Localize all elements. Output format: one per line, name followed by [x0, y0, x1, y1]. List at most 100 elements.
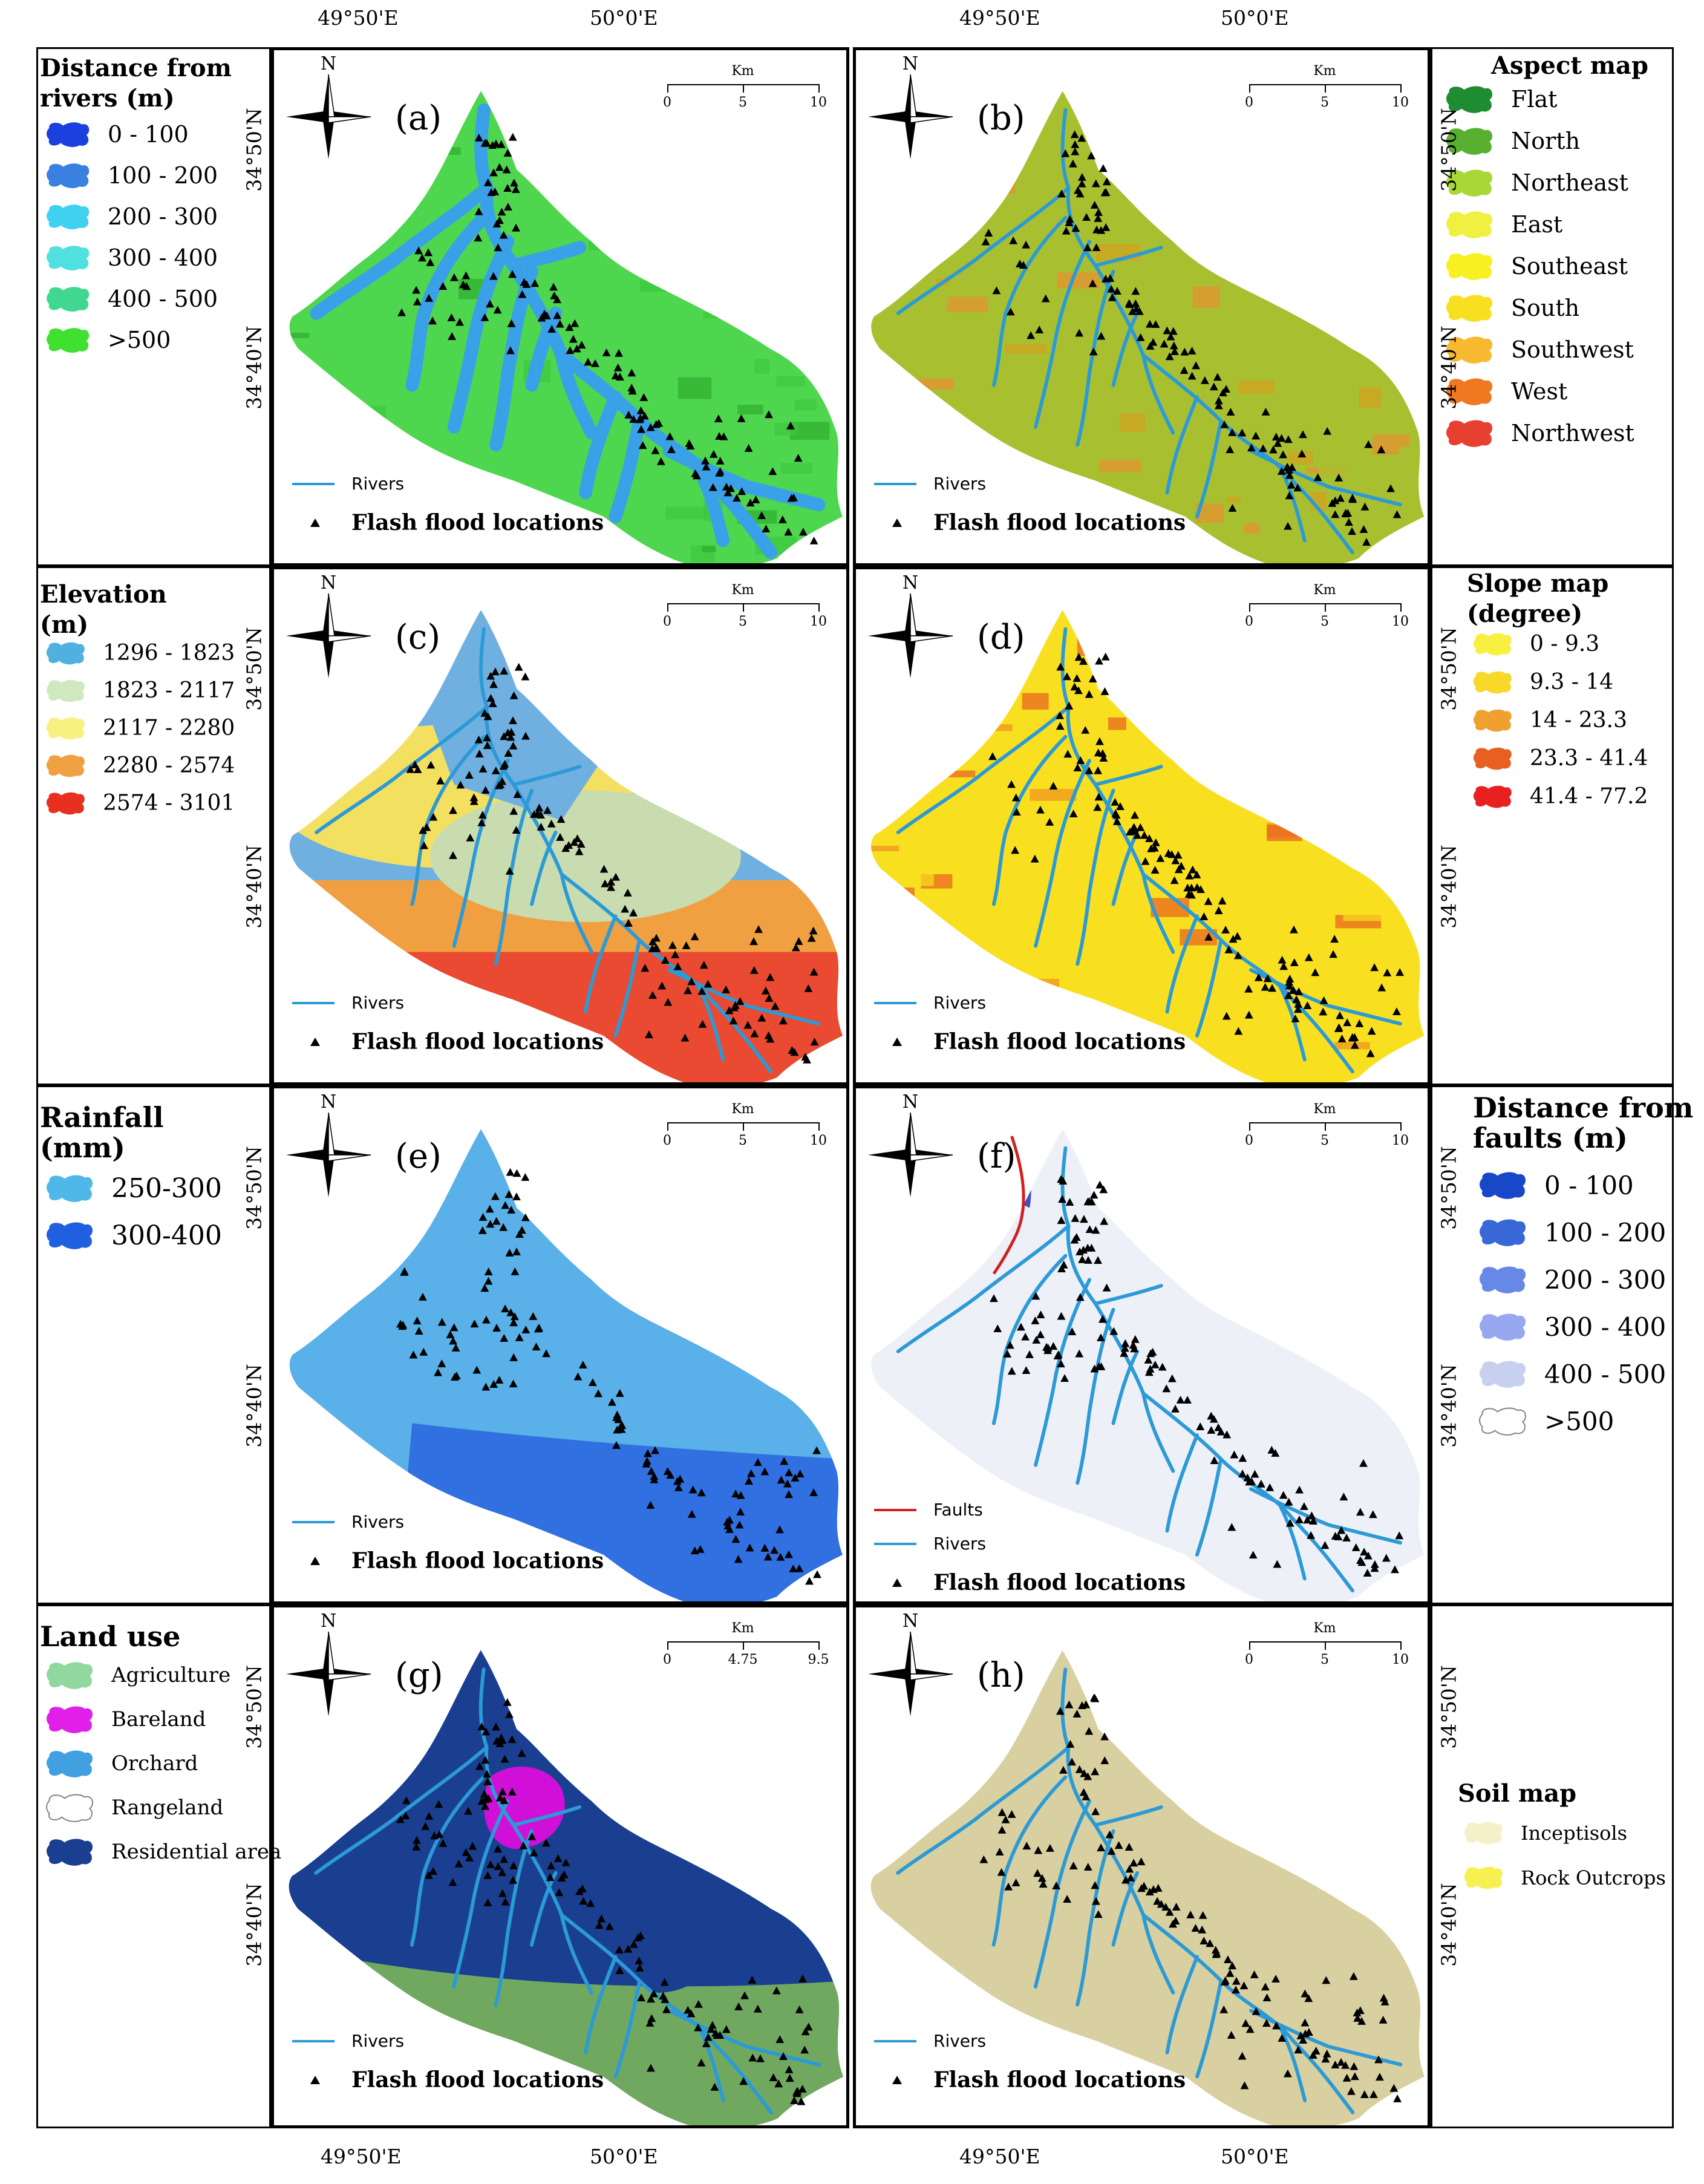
river-line	[474, 103, 494, 195]
legend-swatch	[1446, 128, 1493, 155]
flood-point	[1171, 856, 1180, 865]
legend-item-label: Orchard	[111, 1751, 198, 1776]
flood-point	[489, 272, 498, 280]
rivers-label: Rivers	[933, 474, 987, 494]
flood-point	[638, 441, 647, 450]
flood-point	[1299, 2036, 1308, 2044]
flood-point	[470, 1319, 479, 1328]
legend-item-a: >500	[45, 325, 171, 355]
flood-point	[553, 1854, 563, 1862]
scale-tick-label: 5	[1320, 1133, 1329, 1148]
flood-point	[1261, 982, 1270, 991]
flood-triangle-icon	[310, 518, 320, 527]
flood-point	[765, 994, 774, 1002]
flood-point	[1207, 1426, 1216, 1434]
flood-point	[748, 2053, 757, 2062]
flood-point	[1136, 333, 1145, 341]
flood-point	[512, 1247, 521, 1255]
flood-point	[744, 444, 753, 452]
flood-point	[521, 1172, 530, 1181]
flood-point	[1007, 1810, 1016, 1818]
flood-point	[1165, 352, 1174, 361]
flood-point	[1277, 466, 1286, 475]
panel-label: (a)	[395, 99, 442, 138]
flood-point	[1107, 1846, 1116, 1855]
flood-point	[1091, 1897, 1100, 1905]
flood-point	[1267, 1445, 1276, 1454]
flood-point	[636, 1931, 645, 1940]
flood-point	[484, 1267, 493, 1275]
flood-point	[602, 348, 611, 356]
flood-point	[1065, 701, 1074, 710]
legend-title-b: Aspect map	[1491, 51, 1648, 80]
flood-point	[1294, 987, 1304, 995]
flood-point	[426, 258, 435, 266]
flood-point	[1084, 1256, 1092, 1264]
flood-point	[553, 311, 562, 319]
flood-point	[647, 1466, 656, 1475]
flood-point	[1288, 986, 1298, 994]
flood-triangle-icon	[892, 1038, 902, 1046]
flood-point	[1074, 653, 1083, 661]
flood-point	[1056, 1707, 1065, 1715]
flood-point	[579, 1897, 588, 1905]
scale-bar: Km 0 5 10	[1243, 1102, 1409, 1150]
scale-unit: Km	[731, 64, 754, 79]
flood-point	[1214, 1423, 1223, 1431]
flood-point	[1271, 1975, 1280, 1983]
flood-point	[480, 1790, 489, 1798]
flood-point	[556, 832, 564, 841]
flood-point	[414, 246, 423, 255]
scale-unit: Km	[1313, 64, 1336, 79]
flood-point	[658, 981, 667, 990]
flood-point	[497, 208, 506, 216]
flood-point	[1114, 1841, 1123, 1849]
flood-point	[1079, 1246, 1088, 1254]
flood-point	[537, 313, 546, 322]
flood-point	[481, 786, 490, 794]
flood-point	[483, 1777, 492, 1785]
flood-point	[1162, 1384, 1171, 1393]
rivers-label: Rivers	[933, 2031, 987, 2051]
flood-point	[503, 728, 512, 737]
legend-swatch	[1464, 1822, 1503, 1845]
legend-item-label: 300 - 400	[108, 244, 218, 271]
flood-point	[652, 944, 661, 952]
legend-swatch	[46, 1175, 93, 1202]
flood-point	[707, 2025, 716, 2033]
flood-point	[1016, 1322, 1025, 1331]
flood-point	[1022, 240, 1031, 249]
flood-point	[615, 1389, 624, 1397]
flood-point	[1218, 897, 1227, 905]
map-svg	[289, 1129, 843, 1601]
flood-point	[647, 2014, 656, 2022]
flood-point	[454, 1859, 463, 1868]
flood-point	[1204, 932, 1213, 941]
flood-point	[1100, 687, 1109, 695]
flood-point	[532, 1342, 541, 1351]
legend-item-label: 200 - 300	[108, 203, 218, 230]
flood-point	[1279, 1491, 1288, 1499]
flood-point	[1045, 817, 1054, 826]
legend-swatch	[1446, 169, 1493, 197]
river-line	[560, 1913, 774, 2115]
rivers-line-icon	[292, 1001, 335, 1004]
flood-point	[1272, 2021, 1281, 2030]
legend-item-label: 2280 - 2574	[103, 753, 235, 778]
flood-point	[474, 207, 483, 215]
flood-point	[1359, 525, 1368, 533]
flood-point	[1108, 293, 1117, 301]
flood-point	[1116, 802, 1125, 810]
flood-point	[650, 1475, 659, 1483]
flood-label: Flash flood locations	[933, 1570, 1186, 1595]
flood-point	[446, 1330, 455, 1338]
flood-point	[509, 1379, 518, 1388]
flood-point	[481, 1382, 491, 1391]
flood-point	[745, 1477, 753, 1485]
flood-point	[807, 933, 816, 942]
flood-point	[809, 926, 818, 935]
flood-point	[751, 495, 760, 503]
flood-point	[429, 1867, 438, 1875]
flood-point	[1165, 1908, 1174, 1916]
legend-frame-g	[36, 1604, 271, 2128]
